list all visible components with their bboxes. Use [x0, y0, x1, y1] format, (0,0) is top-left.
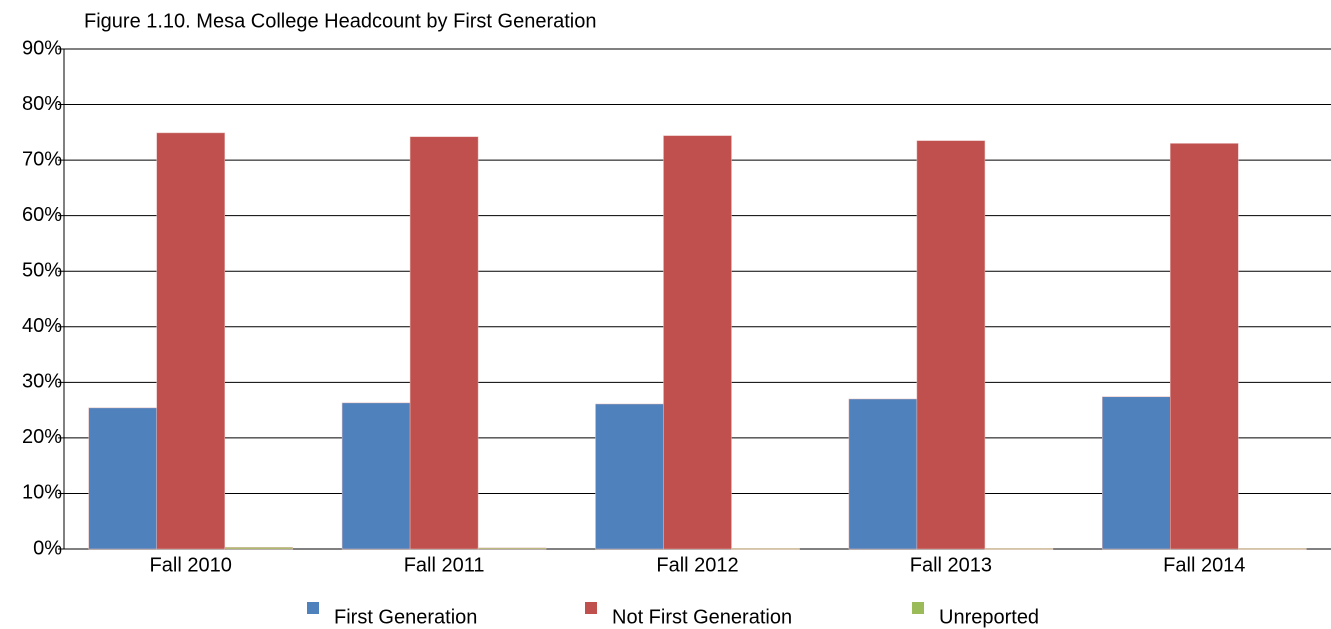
y-tick-label: 80% [22, 93, 62, 115]
bar [88, 407, 157, 550]
legend-swatch [307, 602, 319, 614]
bar [595, 403, 664, 550]
bar [477, 547, 547, 550]
bar [156, 132, 225, 550]
bar [1170, 143, 1239, 550]
legend-label: First Generation [334, 606, 477, 628]
y-tick-label: 10% [22, 482, 62, 504]
bar [341, 402, 411, 550]
y-tick-label: 50% [22, 260, 62, 282]
x-tick-label: Fall 2013 [910, 554, 992, 576]
legend-swatch [912, 602, 924, 614]
x-tick-label: Fall 2010 [150, 554, 232, 576]
y-tick-label: 60% [22, 204, 62, 226]
y-tick-label: 70% [22, 148, 62, 170]
legend-label: Unreported [939, 606, 1039, 628]
bar [1238, 548, 1307, 550]
bar [1102, 396, 1171, 550]
y-tick-label: 0% [33, 537, 62, 559]
y-tick-label: 40% [22, 315, 62, 337]
y-tick-label: 90% [22, 37, 62, 59]
legend-label: Not First Generation [612, 606, 792, 628]
x-tick-label: Fall 2011 [404, 554, 485, 576]
bar [409, 136, 479, 550]
bar [663, 135, 732, 550]
bar [916, 140, 986, 550]
x-tick-label: Fall 2012 [656, 554, 738, 576]
bar [224, 547, 293, 550]
bar [984, 548, 1054, 550]
chart-title: Figure 1.10. Mesa College Headcount by F… [84, 10, 597, 32]
x-tick-label: Fall 2014 [1163, 554, 1245, 576]
y-tick-label: 30% [22, 371, 62, 393]
bar [731, 548, 800, 550]
y-tick-label: 20% [22, 426, 62, 448]
bar [848, 398, 918, 550]
legend-swatch [585, 602, 597, 614]
